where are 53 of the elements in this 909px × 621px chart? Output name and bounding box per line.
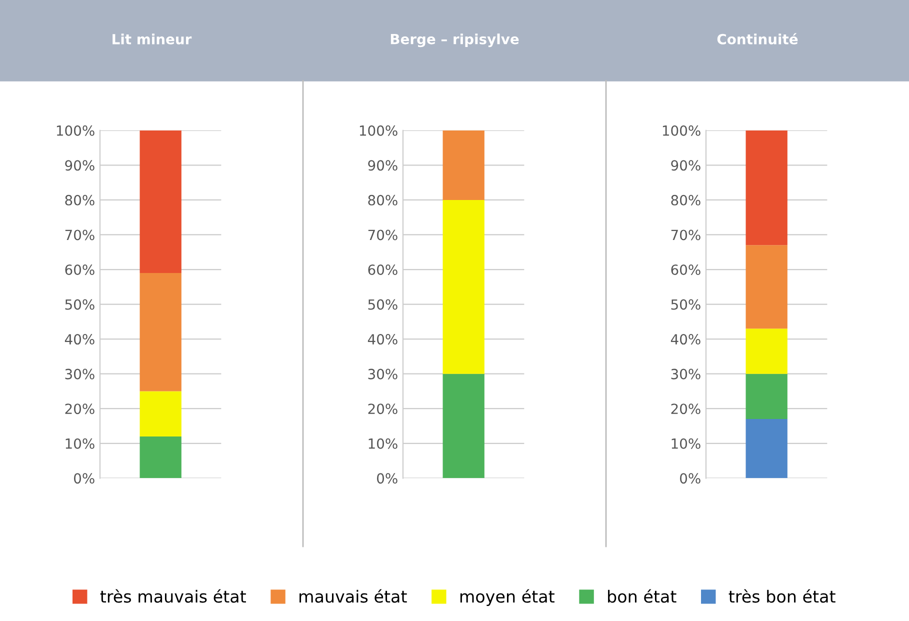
chart-title: Continuité xyxy=(717,33,798,44)
y-tick-label: 10% xyxy=(672,438,700,449)
bar xyxy=(442,130,484,200)
y-tick-label: 70% xyxy=(65,230,94,240)
y-tick-label: 50% xyxy=(65,299,94,310)
bar xyxy=(140,391,182,436)
y-tick-label: 60% xyxy=(368,264,398,275)
legend-label: moyen état xyxy=(460,589,554,606)
y-tick-label: 90% xyxy=(671,160,700,171)
bar xyxy=(746,130,788,246)
y-tick-label: 10% xyxy=(368,438,398,449)
bar xyxy=(746,374,788,420)
y-tick-label: 100% xyxy=(360,125,398,136)
y-tick-label: 80% xyxy=(368,194,398,206)
y-tick-label: 40% xyxy=(670,334,700,345)
y-tick-label: 50% xyxy=(368,299,398,310)
bar xyxy=(140,130,182,273)
legend-label: mauvais état xyxy=(300,589,407,603)
bar xyxy=(140,436,182,478)
y-tick-label: 80% xyxy=(671,194,700,206)
legend-label: bon état xyxy=(608,589,676,603)
bar xyxy=(746,245,788,329)
y-tick-label: 20% xyxy=(65,404,94,414)
legend-label: très mauvais état xyxy=(100,589,246,603)
y-tick-label: 40% xyxy=(368,334,398,345)
chart-title: Berge – ripisylve xyxy=(390,34,519,48)
y-tick-label: 90% xyxy=(368,160,398,171)
y-tick-label: 20% xyxy=(671,404,700,414)
y-tick-label: 30% xyxy=(671,368,700,380)
y-tick-label: 90% xyxy=(65,160,94,171)
bar xyxy=(442,200,484,374)
y-tick-label: 20% xyxy=(368,404,398,414)
y-tick-label: 50% xyxy=(671,299,700,310)
y-tick-label: 30% xyxy=(65,368,94,380)
y-tick-label: 0% xyxy=(74,473,94,484)
y-tick-label: 70% xyxy=(368,230,398,240)
y-tick-label: 80% xyxy=(65,194,94,206)
y-tick-label: 10% xyxy=(66,438,94,449)
bar xyxy=(746,419,788,478)
y-tick-label: 30% xyxy=(368,368,398,380)
y-tick-label: 70% xyxy=(671,230,700,240)
y-tick-label: 40% xyxy=(64,334,94,345)
bar xyxy=(442,374,484,478)
y-tick-label: 60% xyxy=(65,264,94,275)
y-tick-label: 0% xyxy=(680,473,700,484)
chart-title: Lit mineur xyxy=(112,34,192,44)
y-tick-label: 0% xyxy=(377,473,398,484)
y-tick-label: 60% xyxy=(671,264,700,275)
y-tick-label: 100% xyxy=(56,125,94,136)
legend-label: très bon état xyxy=(728,589,836,603)
y-tick-label: 100% xyxy=(662,125,700,136)
bar xyxy=(746,328,788,374)
bar xyxy=(140,272,182,392)
